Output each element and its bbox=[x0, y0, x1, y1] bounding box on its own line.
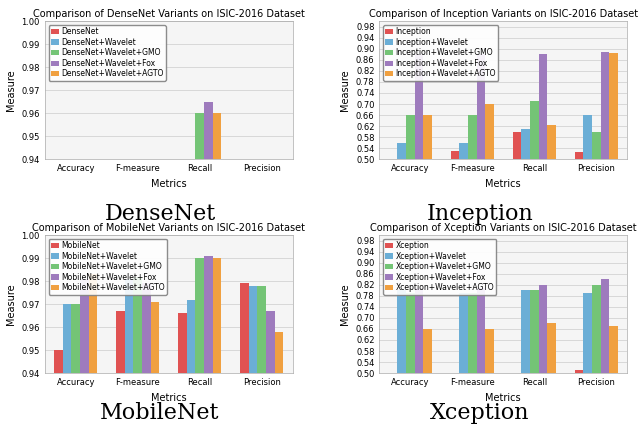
Bar bbox=[406, 115, 415, 297]
Y-axis label: Measure: Measure bbox=[340, 283, 350, 325]
Bar bbox=[187, 299, 195, 424]
Bar bbox=[609, 53, 618, 297]
Bar bbox=[513, 131, 521, 297]
Bar bbox=[178, 313, 187, 424]
Bar bbox=[468, 115, 477, 297]
Bar bbox=[133, 276, 142, 424]
Bar bbox=[80, 279, 89, 424]
Bar bbox=[388, 373, 397, 424]
Bar bbox=[89, 267, 97, 424]
Bar bbox=[204, 256, 212, 424]
Title: Comparison of Xception Variants on ISIC-2016 Dataset: Comparison of Xception Variants on ISIC-… bbox=[370, 223, 637, 233]
Bar bbox=[212, 258, 221, 424]
Legend: Xception, Xception+Wavelet, Xception+Wavelet+GMO, Xception+Wavelet+Fox, Xception: Xception, Xception+Wavelet, Xception+Wav… bbox=[383, 239, 497, 295]
Bar bbox=[477, 287, 485, 424]
Bar bbox=[388, 165, 397, 297]
Bar bbox=[485, 329, 494, 424]
Bar bbox=[521, 290, 530, 424]
Bar bbox=[583, 293, 592, 424]
Bar bbox=[72, 304, 80, 424]
Bar bbox=[89, 274, 97, 424]
Bar bbox=[451, 151, 460, 297]
Legend: DenseNet, DenseNet+Wavelet, DenseNet+Wavelet+GMO, DenseNet+Wavelet+Fox, DenseNet: DenseNet, DenseNet+Wavelet, DenseNet+Wav… bbox=[49, 25, 166, 81]
X-axis label: Metrics: Metrics bbox=[151, 393, 186, 402]
X-axis label: Metrics: Metrics bbox=[486, 393, 521, 402]
Title: Comparison of DenseNet Variants on ISIC-2016 Dataset: Comparison of DenseNet Variants on ISIC-… bbox=[33, 9, 305, 19]
Bar bbox=[451, 379, 460, 424]
Bar bbox=[54, 251, 63, 424]
Bar bbox=[195, 113, 204, 424]
X-axis label: Metrics: Metrics bbox=[151, 179, 186, 189]
Bar bbox=[600, 52, 609, 297]
Bar bbox=[80, 240, 89, 424]
Bar bbox=[539, 54, 547, 297]
Legend: MobileNet, MobileNet+Wavelet, MobileNet+Wavelet+GMO, MobileNet+Wavelet+Fox, Mobi: MobileNet, MobileNet+Wavelet, MobileNet+… bbox=[49, 239, 167, 295]
Bar bbox=[142, 217, 151, 424]
Text: Xception: Xception bbox=[430, 402, 530, 424]
Bar bbox=[248, 286, 257, 424]
Bar bbox=[240, 283, 248, 424]
Bar bbox=[151, 302, 159, 424]
Text: DenseNet: DenseNet bbox=[104, 203, 216, 225]
Bar bbox=[397, 142, 406, 297]
Bar bbox=[116, 311, 125, 424]
Bar bbox=[63, 304, 72, 424]
Title: Comparison of MobileNet Variants on ISIC-2016 Dataset: Comparison of MobileNet Variants on ISIC… bbox=[32, 223, 305, 233]
Bar bbox=[63, 320, 72, 424]
Bar bbox=[468, 293, 477, 424]
Text: MobileNet: MobileNet bbox=[100, 402, 220, 424]
Bar bbox=[275, 290, 284, 424]
Bar bbox=[583, 115, 592, 297]
Bar bbox=[54, 350, 63, 424]
Bar bbox=[513, 376, 521, 424]
Bar bbox=[600, 279, 609, 424]
Bar bbox=[460, 293, 468, 424]
Bar bbox=[539, 285, 547, 424]
Text: Inception: Inception bbox=[427, 203, 533, 225]
X-axis label: Metrics: Metrics bbox=[486, 179, 521, 189]
Bar bbox=[275, 332, 284, 424]
Bar bbox=[212, 113, 221, 424]
Bar bbox=[575, 152, 583, 297]
Bar bbox=[415, 54, 424, 297]
Bar bbox=[530, 101, 539, 297]
Bar bbox=[547, 324, 556, 424]
Bar bbox=[609, 326, 618, 424]
Title: Comparison of Inception Variants on ISIC-2016 Dataset: Comparison of Inception Variants on ISIC… bbox=[369, 9, 638, 19]
Bar bbox=[530, 290, 539, 424]
Legend: Inception, Inception+Wavelet, Inception+Wavelet+GMO, Inception+Wavelet+Fox, Ince: Inception, Inception+Wavelet, Inception+… bbox=[383, 25, 498, 81]
Bar bbox=[257, 407, 266, 424]
Bar bbox=[575, 370, 583, 424]
Bar bbox=[460, 142, 468, 297]
Bar bbox=[195, 258, 204, 424]
Bar bbox=[521, 129, 530, 297]
Bar bbox=[116, 309, 125, 424]
Bar bbox=[133, 279, 142, 424]
Y-axis label: Measure: Measure bbox=[340, 70, 350, 111]
Bar bbox=[142, 283, 151, 424]
Bar bbox=[424, 115, 432, 297]
Bar bbox=[240, 254, 248, 424]
Bar bbox=[415, 287, 424, 424]
Bar bbox=[592, 131, 600, 297]
Bar bbox=[424, 329, 432, 424]
Bar bbox=[178, 329, 187, 424]
Bar bbox=[151, 228, 159, 424]
Bar bbox=[592, 285, 600, 424]
Bar bbox=[266, 311, 275, 424]
Bar bbox=[397, 290, 406, 424]
Y-axis label: Measure: Measure bbox=[6, 283, 16, 325]
Y-axis label: Measure: Measure bbox=[6, 70, 16, 111]
Bar bbox=[125, 279, 133, 424]
Bar bbox=[204, 102, 212, 424]
Bar bbox=[477, 54, 485, 297]
Bar bbox=[266, 279, 275, 424]
Bar bbox=[406, 293, 415, 424]
Bar bbox=[547, 125, 556, 297]
Bar bbox=[125, 318, 133, 424]
Bar bbox=[257, 286, 266, 424]
Bar bbox=[72, 251, 80, 424]
Bar bbox=[485, 104, 494, 297]
Bar bbox=[187, 201, 195, 424]
